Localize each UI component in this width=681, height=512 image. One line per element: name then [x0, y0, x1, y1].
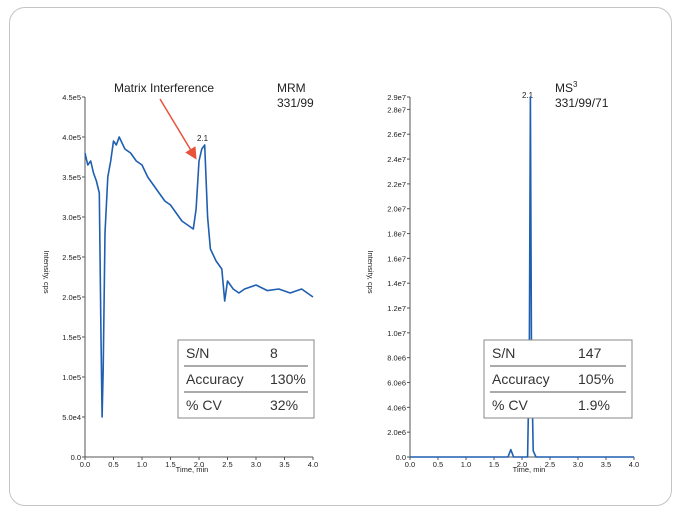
chart2-y-tick-label: 4.0e6 [387, 403, 406, 412]
chart1-stats-value: 130% [270, 371, 306, 387]
chart2-stats-label: Accuracy [492, 371, 550, 387]
chart1-y-axis-label: Intensity, cps [42, 250, 51, 293]
chart2-y-tick-label: 1.8e7 [387, 230, 406, 239]
chart2-stats-table: S/N 147 Accuracy 105% % CV 1.9% [483, 339, 633, 419]
chart2-y-tick-label: 1.0e7 [387, 329, 406, 338]
chart2-x-tick-label: 0.5 [433, 460, 443, 469]
chart2-y-tick-label: 2.6e7 [387, 130, 406, 139]
chart1-stats-value: 8 [270, 345, 278, 361]
chart2-x-tick-label: 3.0 [573, 460, 583, 469]
chart2-title-line2: 331/99/71 [555, 96, 609, 110]
chart1-y-tick-label: 2.0e5 [62, 293, 81, 302]
chart2-stats-value: 147 [578, 345, 602, 361]
chart1-title-line2: 331/99 [277, 96, 314, 110]
chart2-stats-value: 105% [578, 371, 614, 387]
annotation-arrow [159, 98, 197, 160]
chart1-y-tick-label: 0.0 [71, 453, 81, 462]
chart2-y-tick-label: 2.0e6 [387, 428, 406, 437]
chart2-y-tick-label: 2.8e7 [387, 105, 406, 114]
chart2-y-axis-label: Intensity, cps [366, 250, 375, 293]
chart2-stats-value: 1.9% [578, 397, 610, 413]
chart1-x-tick-label: 2.0 [194, 460, 204, 469]
chart2-stats-label: % CV [492, 397, 528, 413]
chart1-x-tick-label: 1.5 [165, 460, 175, 469]
chart1-title-line1: MRM [277, 81, 306, 95]
chart1-y-tick-label: 2.5e5 [62, 253, 81, 262]
chart1-stats-table-border [177, 339, 315, 419]
chart2-x-tick-label: 1.5 [489, 460, 499, 469]
chart1-y-tick-label: 1.5e5 [62, 333, 81, 342]
chart1-x-tick-label: 3.0 [251, 460, 261, 469]
chart2-title-line1: MS3 [555, 80, 578, 95]
chart2-x-tick-label: 2.0 [517, 460, 527, 469]
chart1-stats-value: 32% [270, 397, 298, 413]
chart1-x-axis-label: Time, min [176, 465, 209, 474]
chart2-x-tick-label: 3.5 [601, 460, 611, 469]
chart1-stats-label: S/N [186, 345, 209, 361]
chart2-y-tick-label: 2.0e7 [387, 205, 406, 214]
chart2-x-tick-label: 2.5 [545, 460, 555, 469]
chart1-x-tick-label: 0.0 [80, 460, 90, 469]
chart2-stats-label: S/N [492, 345, 515, 361]
chart1-series-line [84, 136, 314, 418]
chart2-y-tick-label: 1.4e7 [387, 279, 406, 288]
chart2-y-tick-label: 1.2e7 [387, 304, 406, 313]
chart1-x-tick-label: 1.0 [137, 460, 147, 469]
chart2-x-tick-label: 0.0 [405, 460, 415, 469]
chart2-y-tick-label: 8.0e6 [387, 354, 406, 363]
chart1-y-tick-label: 4.0e5 [62, 133, 81, 142]
chart2-peak-label: 2.1 [522, 91, 534, 100]
chart2-y-tick-label: 2.9e7 [387, 93, 406, 102]
figure-frame [9, 7, 672, 506]
chart2-y-tick-label: 2.2e7 [387, 180, 406, 189]
chart1-y-tick-label: 1.0e5 [62, 373, 81, 382]
chart1-peak-label: 2.1 [197, 134, 209, 143]
chart2-x-tick-label: 1.0 [461, 460, 471, 469]
chart1-stats-label: % CV [186, 397, 222, 413]
chart1-stats-table: S/N 8 Accuracy 130% % CV 32% [177, 339, 315, 419]
chart2-y-tick-label: 2.4e7 [387, 155, 406, 164]
chart2-y-tick-label: 1.6e7 [387, 254, 406, 263]
chart1-plot: 0.0 0.5 1.0 1.5 2.0 2.5 3.0 3.5 4.0 0.0 5.0e4 1.0e5… [62, 93, 318, 469]
chart2-y-tick-label: 0.0 [396, 453, 406, 462]
chart1-stats-label: Accuracy [186, 371, 244, 387]
chart1-y-tick-label: 3.0e5 [62, 213, 81, 222]
chart2-y-tick-label: 6.0e6 [387, 379, 406, 388]
chart2-x-tick-label: 4.0 [629, 460, 639, 469]
chart1-x-tick-label: 4.0 [308, 460, 318, 469]
chart2-stats-table-border [483, 339, 633, 419]
chart1-x-tick-label: 3.5 [279, 460, 289, 469]
chart2-x-axis-label: Time, min [513, 465, 546, 474]
chart1-x-tick-label: 0.5 [108, 460, 118, 469]
annotation-matrix-interference: Matrix Interference [114, 81, 214, 95]
chart2-plot: 0.0 0.5 1.0 1.5 2.0 2.5 3.0 3.5 4.0 0.0 2.0e6 4.0e6… [387, 93, 639, 469]
chart1-y-tick-label: 5.0e4 [62, 413, 81, 422]
chart1-y-tick-label: 3.5e5 [62, 173, 81, 182]
chart1-y-tick-label: 4.5e5 [62, 93, 81, 102]
chart1-x-tick-label: 2.5 [222, 460, 232, 469]
